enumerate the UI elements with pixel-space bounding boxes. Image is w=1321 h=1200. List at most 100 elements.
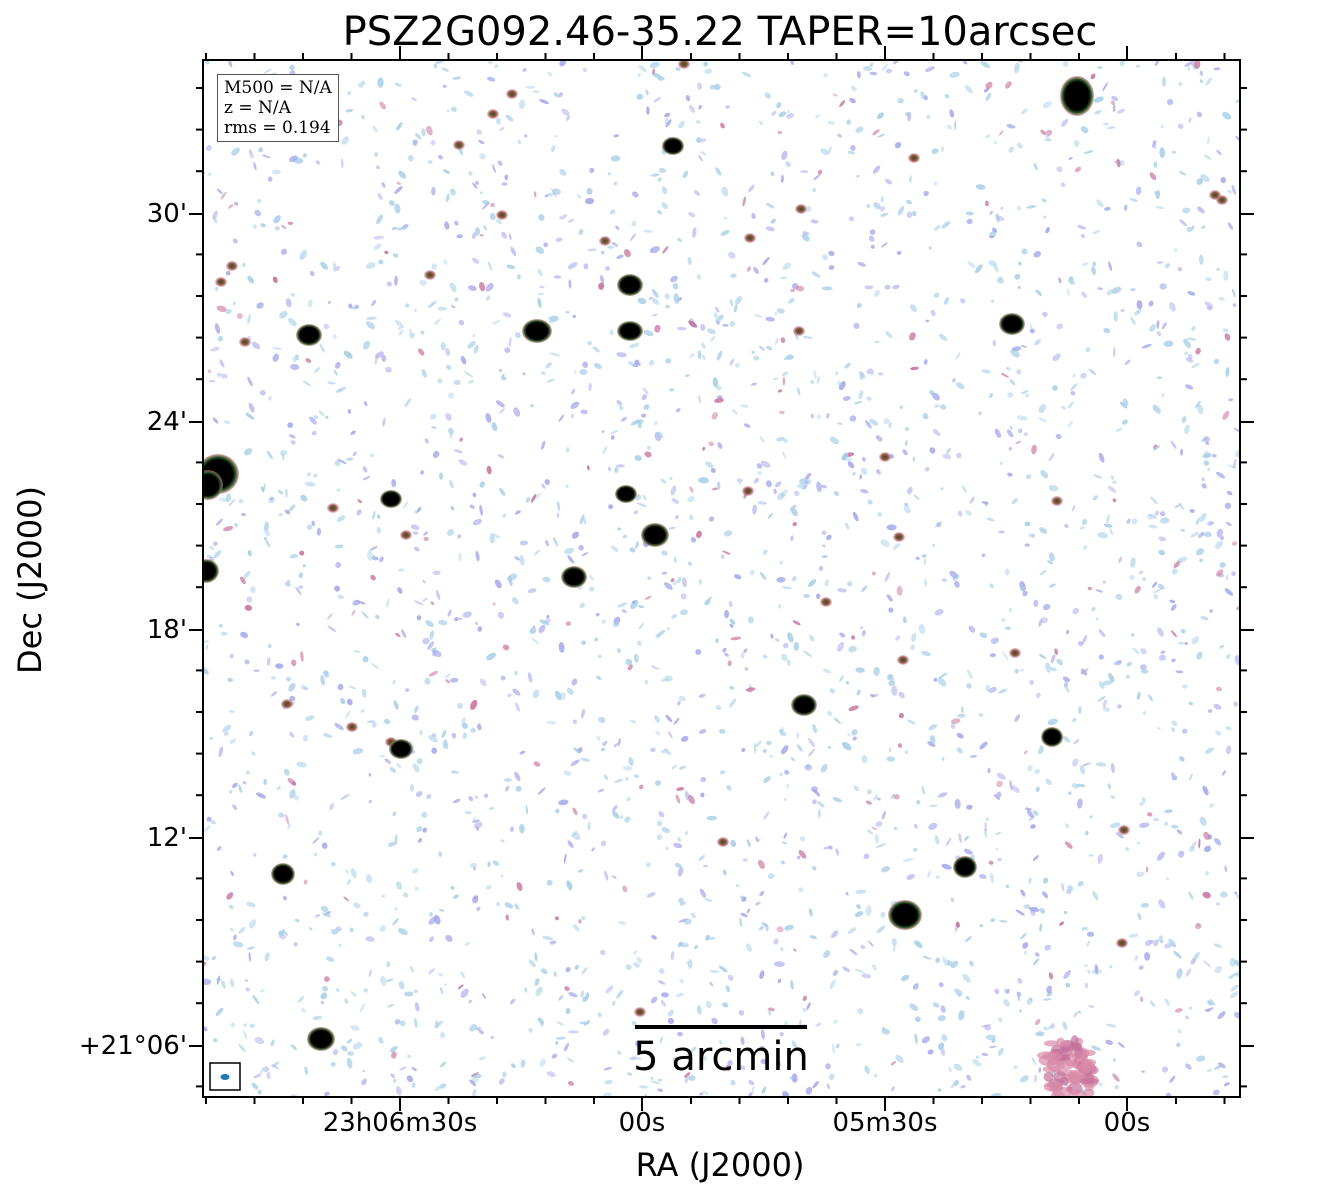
noise-blob bbox=[1152, 404, 1161, 414]
noise-blob bbox=[674, 514, 679, 520]
noise-blob bbox=[1093, 96, 1104, 103]
noise-blob bbox=[285, 298, 292, 308]
noise-blob bbox=[1198, 838, 1201, 849]
noise-blob bbox=[875, 435, 883, 442]
noise-blob bbox=[351, 609, 356, 616]
noise-blob bbox=[1156, 376, 1163, 380]
noise-blob bbox=[680, 593, 687, 600]
noise-blob bbox=[492, 319, 501, 325]
noise-blob bbox=[1225, 745, 1232, 755]
noise-blob bbox=[1062, 60, 1069, 67]
noise-blob bbox=[516, 882, 523, 891]
noise-blob bbox=[1021, 248, 1028, 255]
noise-blob bbox=[525, 85, 536, 89]
noise-blob bbox=[988, 1045, 997, 1049]
noise-blob bbox=[555, 808, 560, 814]
noise-blob bbox=[692, 227, 697, 238]
noise-blob bbox=[263, 778, 267, 785]
noise-blob bbox=[808, 907, 813, 917]
noise-blob bbox=[208, 379, 216, 383]
noise-blob bbox=[1039, 923, 1043, 932]
noise-blob bbox=[475, 826, 479, 831]
noise-blob bbox=[1189, 773, 1193, 781]
noise-blob bbox=[1080, 126, 1089, 134]
noise-blob bbox=[341, 136, 349, 145]
noise-blob bbox=[698, 728, 707, 735]
noise-blob bbox=[751, 212, 756, 220]
noise-blob bbox=[985, 134, 991, 139]
noise-blob bbox=[938, 982, 944, 988]
noise-blob bbox=[1102, 706, 1110, 712]
noise-blob bbox=[568, 262, 578, 270]
noise-blob bbox=[502, 312, 512, 318]
noise-blob bbox=[636, 956, 643, 964]
noise-blob bbox=[206, 816, 212, 822]
noise-blob bbox=[533, 549, 541, 556]
noise-blob bbox=[272, 276, 278, 283]
noise-blob bbox=[1110, 475, 1115, 480]
noise-blob bbox=[828, 1073, 835, 1081]
noise-blob bbox=[704, 599, 711, 606]
noise-blob bbox=[432, 450, 440, 459]
noise-blob bbox=[479, 233, 484, 237]
noise-blob bbox=[350, 991, 357, 997]
noise-blob bbox=[1170, 440, 1177, 449]
noise-blob bbox=[729, 623, 734, 628]
noise-blob bbox=[420, 330, 425, 335]
noise-blob bbox=[698, 154, 703, 162]
noise-blob bbox=[568, 279, 572, 289]
noise-blob bbox=[759, 572, 767, 580]
noise-blob bbox=[1131, 518, 1138, 525]
noise-blob bbox=[1080, 372, 1087, 379]
noise-blob bbox=[873, 1073, 878, 1078]
noise-blob bbox=[1064, 680, 1069, 688]
noise-blob bbox=[759, 970, 765, 980]
noise-blob bbox=[675, 794, 681, 804]
noise-blob bbox=[495, 400, 505, 408]
noise-blob bbox=[556, 1021, 564, 1026]
noise-blob bbox=[764, 92, 771, 99]
noise-blob bbox=[356, 509, 362, 516]
noise-blob bbox=[1222, 770, 1226, 776]
noise-blob bbox=[1136, 241, 1143, 248]
noise-blob bbox=[965, 211, 974, 216]
noise-blob bbox=[665, 846, 669, 851]
noise-blob bbox=[984, 200, 989, 207]
noise-blob bbox=[607, 171, 612, 176]
noise-blob bbox=[650, 665, 660, 671]
noise-blob bbox=[451, 305, 456, 309]
noise-blob bbox=[1202, 785, 1209, 796]
noise-blob bbox=[823, 73, 828, 78]
noise-blob bbox=[1043, 877, 1049, 884]
noise-blob bbox=[657, 1078, 662, 1082]
noise-blob bbox=[1207, 467, 1211, 472]
noise-blob bbox=[700, 324, 706, 331]
noise-blob bbox=[578, 228, 584, 236]
noise-blob bbox=[728, 601, 733, 608]
noise-blob bbox=[886, 68, 893, 74]
noise-blob bbox=[365, 874, 373, 884]
noise-blob bbox=[411, 1082, 416, 1088]
noise-blob bbox=[254, 1037, 265, 1045]
noise-blob bbox=[778, 111, 787, 118]
noise-blob bbox=[698, 578, 702, 585]
noise-blob bbox=[681, 577, 687, 588]
noise-blob bbox=[774, 312, 778, 316]
noise-blob bbox=[410, 332, 415, 339]
noise-blob bbox=[631, 1021, 637, 1026]
noise-blob bbox=[712, 377, 719, 388]
noise-blob bbox=[1005, 366, 1011, 371]
noise-blob bbox=[1196, 111, 1203, 118]
noise-blob bbox=[340, 697, 346, 705]
noise-blob bbox=[1194, 922, 1202, 930]
noise-blob bbox=[710, 336, 715, 342]
noise-blob bbox=[555, 237, 563, 242]
noise-blob bbox=[998, 530, 1005, 534]
noise-blob bbox=[424, 677, 431, 685]
noise-blob bbox=[906, 874, 915, 880]
noise-blob bbox=[1177, 556, 1188, 563]
noise-blob bbox=[545, 362, 552, 369]
noise-blob bbox=[706, 815, 718, 821]
noise-blob bbox=[469, 1079, 477, 1087]
faint-source bbox=[1116, 938, 1128, 948]
